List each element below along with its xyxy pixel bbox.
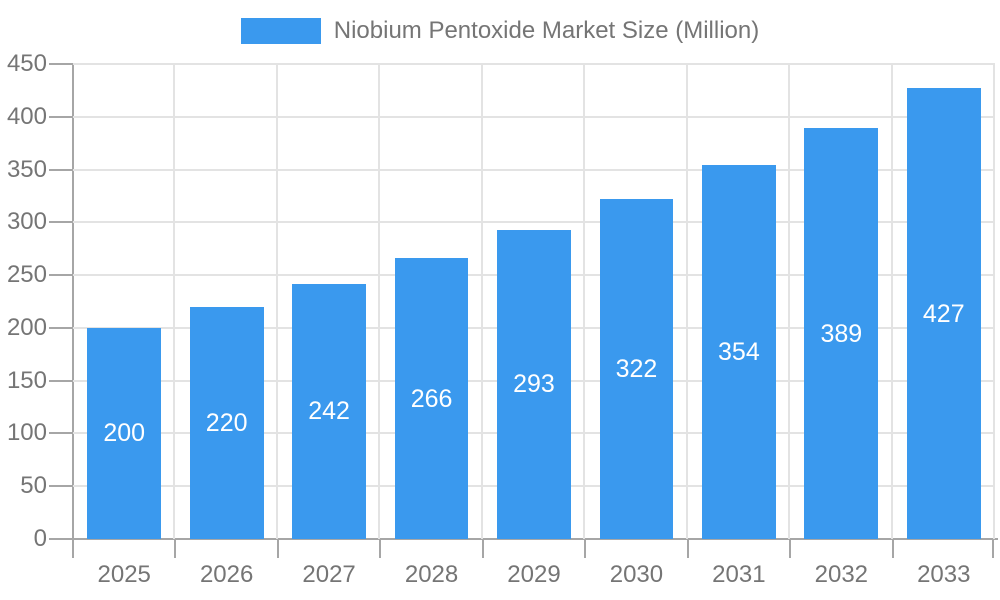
- y-axis-label: 150: [6, 366, 47, 394]
- bar[interactable]: 354: [702, 165, 776, 539]
- x-axis-line: [72, 538, 998, 540]
- bar[interactable]: 266: [394, 258, 469, 539]
- x-axis-tick: [992, 540, 994, 558]
- gridline-horizontal: [73, 221, 995, 224]
- legend-item[interactable]: Niobium Pentoxide Market Size (Million): [240, 17, 760, 45]
- x-axis-label: 2030: [609, 561, 664, 588]
- gridline-horizontal: [73, 115, 995, 118]
- bar-value-label: 293: [513, 370, 555, 399]
- bar[interactable]: 427: [906, 88, 981, 539]
- gridline-vertical: [583, 64, 586, 539]
- x-axis-tick: [686, 540, 689, 558]
- gridline-vertical: [993, 64, 995, 539]
- bar-value-label: 266: [410, 384, 453, 413]
- y-axis-tick: [49, 63, 73, 65]
- y-axis-label: 350: [6, 155, 47, 183]
- legend-label: Niobium Pentoxide Market Size (Million): [333, 17, 760, 44]
- x-axis-tick: [72, 540, 74, 558]
- x-axis-tick: [481, 540, 484, 558]
- bar[interactable]: 220: [189, 306, 264, 539]
- x-axis-tick: [174, 540, 177, 558]
- x-axis-label: 2028: [404, 561, 459, 588]
- y-axis-tick: [49, 485, 73, 488]
- y-axis-label: 200: [6, 313, 47, 341]
- bar[interactable]: 293: [497, 229, 571, 539]
- bar-value-label: 200: [103, 419, 146, 448]
- x-axis-tick: [276, 540, 279, 558]
- gridline-horizontal: [73, 168, 995, 171]
- x-axis-label: 2027: [302, 561, 356, 588]
- bar-value-label: 322: [615, 355, 658, 384]
- bar[interactable]: 242: [292, 283, 366, 539]
- bar-value-label: 220: [205, 408, 248, 437]
- gridline-vertical: [480, 64, 483, 539]
- y-axis-label: 250: [6, 261, 47, 289]
- gridline-vertical: [275, 64, 278, 539]
- legend-swatch-icon: [240, 18, 321, 44]
- y-axis-tick: [49, 326, 73, 329]
- legend: Niobium Pentoxide Market Size (Million): [0, 17, 1000, 45]
- x-axis-label: 2033: [917, 561, 971, 588]
- gridline-vertical: [685, 64, 688, 539]
- x-axis-tick: [891, 540, 894, 558]
- bar[interactable]: 200: [87, 327, 162, 539]
- y-axis-tick: [49, 538, 73, 540]
- x-axis-tick: [379, 540, 382, 558]
- y-axis-label: 450: [6, 50, 47, 77]
- x-axis-label: 2025: [97, 561, 151, 588]
- x-axis-label: 2026: [199, 561, 254, 588]
- bar-value-label: 427: [922, 299, 965, 328]
- y-axis-label: 0: [33, 525, 47, 552]
- gridline-horizontal: [73, 63, 995, 65]
- x-axis-label: 2029: [507, 561, 561, 588]
- plot-area: 200 220 242 266 293 322 354 389 427: [73, 63, 995, 539]
- bar-value-label: 389: [820, 319, 863, 348]
- y-axis-line: [72, 64, 74, 539]
- gridline-vertical: [788, 64, 791, 539]
- gridline-vertical: [890, 64, 893, 539]
- x-axis-tick: [789, 540, 792, 558]
- bar-value-label: 354: [718, 338, 760, 367]
- y-axis-tick: [49, 115, 73, 118]
- y-axis-label: 50: [20, 472, 47, 500]
- y-axis-tick: [49, 168, 73, 171]
- y-axis-tick: [49, 432, 73, 435]
- bar-value-label: 242: [308, 397, 350, 426]
- y-axis-label: 300: [6, 208, 47, 236]
- gridline-vertical: [378, 64, 381, 539]
- gridline-vertical: [173, 64, 176, 539]
- x-axis-label: 2031: [712, 561, 766, 588]
- y-axis-label: 100: [6, 419, 47, 447]
- bar[interactable]: 389: [804, 128, 879, 539]
- x-axis-tick: [584, 540, 587, 558]
- y-axis-tick: [49, 379, 73, 382]
- y-axis-label: 400: [6, 102, 47, 130]
- y-axis-tick: [49, 221, 73, 224]
- bar[interactable]: 322: [599, 199, 674, 539]
- x-axis-label: 2032: [814, 561, 869, 588]
- y-axis-tick: [49, 274, 73, 277]
